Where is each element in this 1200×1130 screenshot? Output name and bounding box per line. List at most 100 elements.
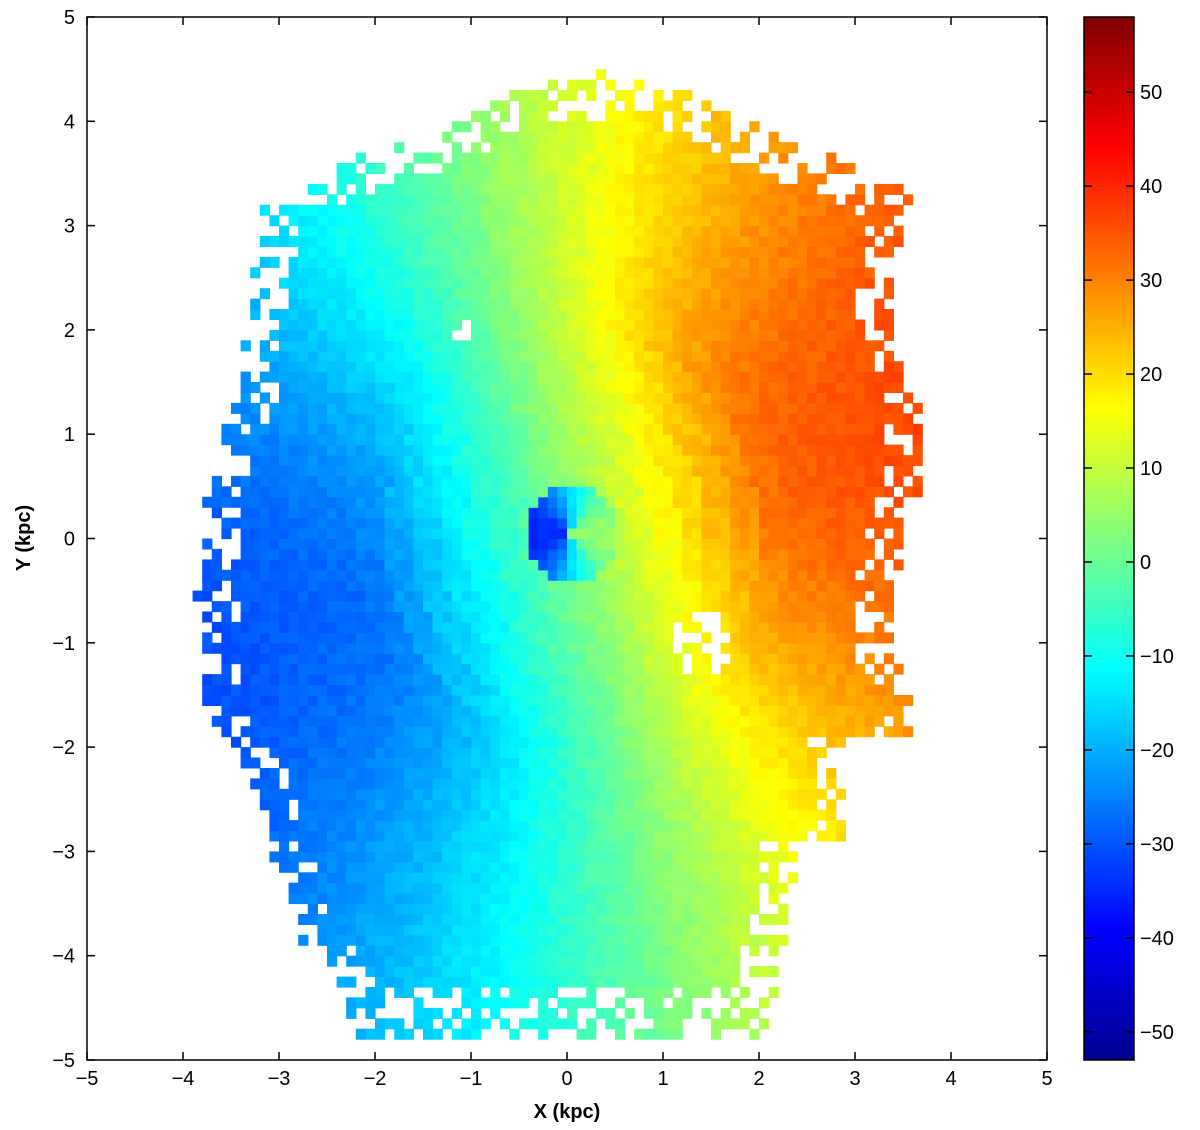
heatmap-cell bbox=[394, 361, 405, 373]
heatmap-cell bbox=[816, 684, 827, 696]
heatmap-cell bbox=[864, 569, 875, 581]
heatmap-cell bbox=[461, 872, 472, 884]
heatmap-cell bbox=[346, 277, 357, 289]
heatmap-cell bbox=[778, 757, 789, 769]
heatmap-cell bbox=[874, 382, 885, 393]
heatmap-cell bbox=[547, 267, 558, 279]
heatmap-cell bbox=[576, 861, 587, 873]
heatmap-cell bbox=[567, 507, 578, 519]
heatmap-cell bbox=[691, 173, 702, 185]
heatmap-cell bbox=[605, 976, 616, 988]
heatmap-cell bbox=[624, 705, 635, 717]
heatmap-cell bbox=[749, 799, 760, 811]
heatmap-cell bbox=[787, 851, 798, 863]
heatmap-cell bbox=[605, 183, 616, 195]
heatmap-cell bbox=[471, 256, 482, 268]
heatmap-cell bbox=[624, 987, 635, 998]
heatmap-cell bbox=[423, 830, 434, 842]
heatmap-cell bbox=[605, 288, 616, 300]
heatmap-cell bbox=[365, 872, 376, 884]
heatmap-cell bbox=[567, 893, 578, 905]
heatmap-cell bbox=[346, 684, 357, 696]
heatmap-cell bbox=[586, 204, 597, 216]
heatmap-cell bbox=[403, 319, 414, 331]
heatmap-cell bbox=[317, 486, 328, 498]
heatmap-cell bbox=[365, 987, 376, 998]
heatmap-cell bbox=[567, 204, 578, 216]
heatmap-cell bbox=[384, 695, 395, 706]
heatmap-cell bbox=[864, 517, 875, 529]
heatmap-cell bbox=[624, 559, 635, 571]
heatmap-cell bbox=[720, 976, 731, 988]
heatmap-cell bbox=[336, 444, 347, 456]
heatmap-cell bbox=[461, 173, 472, 185]
heatmap-cell bbox=[384, 705, 395, 717]
heatmap-cell bbox=[653, 225, 664, 237]
heatmap-cell bbox=[288, 413, 299, 425]
heatmap-cell bbox=[701, 215, 712, 227]
heatmap-cell bbox=[826, 486, 837, 498]
heatmap-cell bbox=[451, 736, 462, 748]
heatmap-cell bbox=[883, 548, 894, 560]
heatmap-cell bbox=[528, 945, 539, 957]
heatmap-cell bbox=[480, 329, 491, 341]
heatmap-cell bbox=[691, 329, 702, 341]
heatmap-cell bbox=[519, 914, 530, 925]
heatmap-cell bbox=[653, 496, 664, 508]
heatmap-cell bbox=[807, 747, 818, 759]
heatmap-cell bbox=[653, 757, 664, 769]
heatmap-cell bbox=[893, 695, 904, 706]
heatmap-cell bbox=[288, 830, 299, 842]
heatmap-cell bbox=[624, 496, 635, 508]
heatmap-cell bbox=[749, 788, 760, 800]
heatmap-cell bbox=[605, 778, 616, 790]
heatmap-cell bbox=[423, 955, 434, 967]
heatmap-cell bbox=[442, 329, 453, 341]
heatmap-cell bbox=[653, 590, 664, 602]
heatmap-cell bbox=[749, 559, 760, 571]
heatmap-cell bbox=[749, 350, 760, 362]
heatmap-cell bbox=[403, 830, 414, 842]
heatmap-cell bbox=[509, 444, 520, 456]
heatmap-cell bbox=[499, 350, 510, 362]
heatmap-cell bbox=[240, 475, 251, 487]
heatmap-cell bbox=[739, 340, 750, 352]
heatmap-cell bbox=[586, 496, 597, 508]
heatmap-cell bbox=[451, 350, 462, 362]
heatmap-cell bbox=[576, 267, 587, 279]
heatmap-cell bbox=[307, 757, 318, 769]
heatmap-cell bbox=[720, 601, 731, 613]
heatmap-cell bbox=[739, 674, 750, 686]
heatmap-cell bbox=[327, 288, 338, 300]
heatmap-cell bbox=[317, 215, 328, 227]
heatmap-cell bbox=[682, 914, 693, 925]
heatmap-cell bbox=[250, 434, 261, 446]
heatmap-cell bbox=[355, 548, 366, 560]
heatmap-cell bbox=[279, 569, 290, 581]
heatmap-cell bbox=[547, 475, 558, 487]
heatmap-cell bbox=[547, 402, 558, 414]
heatmap-cell bbox=[403, 632, 414, 644]
heatmap-cell bbox=[471, 861, 482, 873]
heatmap-cell bbox=[864, 507, 875, 519]
heatmap-cell bbox=[634, 642, 645, 654]
heatmap-cell bbox=[576, 872, 587, 884]
heatmap-cell bbox=[279, 225, 290, 237]
heatmap-cell bbox=[375, 987, 386, 998]
heatmap-cell bbox=[451, 507, 462, 519]
heatmap-cell bbox=[307, 486, 318, 498]
heatmap-cell bbox=[711, 538, 722, 550]
heatmap-cell bbox=[365, 486, 376, 498]
heatmap-cell bbox=[586, 528, 597, 540]
heatmap-cell bbox=[730, 788, 741, 800]
heatmap-cell bbox=[605, 559, 616, 571]
heatmap-cell bbox=[471, 997, 482, 1009]
heatmap-cell bbox=[499, 695, 510, 706]
heatmap-cell bbox=[643, 183, 654, 195]
heatmap-cell bbox=[893, 225, 904, 237]
heatmap-cell bbox=[471, 653, 482, 665]
heatmap-cell bbox=[701, 924, 712, 936]
heatmap-cell bbox=[816, 517, 827, 529]
heatmap-cell bbox=[682, 882, 693, 894]
heatmap-cell bbox=[327, 684, 338, 696]
